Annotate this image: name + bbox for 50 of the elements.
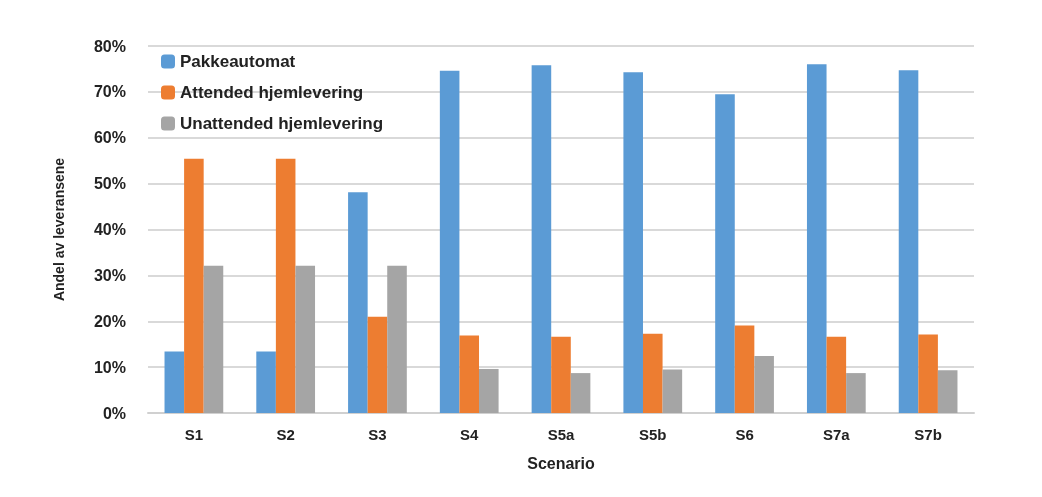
bar — [203, 265, 224, 413]
bar — [623, 72, 643, 413]
x-tick-label: S3 — [368, 426, 387, 443]
bar — [164, 351, 185, 413]
bar — [184, 158, 204, 413]
y-tick-label: 60% — [93, 129, 126, 147]
bar — [826, 336, 847, 413]
y-tick-label: 50% — [93, 175, 126, 193]
x-tick-label: S4 — [460, 426, 480, 443]
bar — [295, 265, 316, 413]
legend-label: Unattended hjemlevering — [180, 114, 384, 133]
bar — [846, 373, 866, 413]
y-tick-label: 20% — [93, 312, 126, 330]
x-tick-label: S5b — [639, 426, 667, 443]
legend-label: Pakkeautomat — [180, 52, 296, 71]
y-tick-label: 30% — [93, 266, 126, 284]
x-tick-label: S1 — [184, 426, 204, 443]
x-tick-label: S5a — [547, 426, 575, 443]
bar — [479, 368, 499, 413]
bar — [439, 70, 460, 413]
bar — [459, 335, 480, 413]
x-axis-title: Scenario — [527, 454, 596, 472]
bar — [275, 158, 296, 413]
y-tick-label: 80% — [93, 37, 126, 55]
bar — [754, 356, 774, 413]
bar — [387, 265, 407, 413]
y-tick-label: 40% — [93, 221, 126, 238]
bar — [367, 316, 388, 413]
bar — [570, 373, 591, 413]
bar — [806, 64, 827, 413]
bar — [662, 369, 683, 413]
bar — [734, 325, 755, 413]
x-tick-label: S6 — [735, 426, 754, 443]
legend-label: Attended hjemlevering — [180, 83, 364, 102]
bar — [715, 94, 735, 413]
y-tick-label: 70% — [93, 83, 126, 101]
y-tick-label: 0% — [102, 404, 126, 422]
x-tick-label: S7b — [914, 426, 942, 443]
bar — [898, 70, 919, 413]
bar — [256, 351, 276, 413]
x-tick-label: S2 — [276, 426, 295, 443]
x-tick-label: S7a — [822, 426, 851, 443]
bar — [531, 65, 552, 413]
bar — [937, 370, 958, 413]
y-tick-label: 10% — [93, 358, 126, 376]
bar — [918, 334, 938, 413]
bar — [348, 192, 368, 413]
bar — [551, 336, 571, 413]
y-axis-title: Andel av leveransene — [51, 157, 67, 302]
bar — [642, 333, 663, 413]
